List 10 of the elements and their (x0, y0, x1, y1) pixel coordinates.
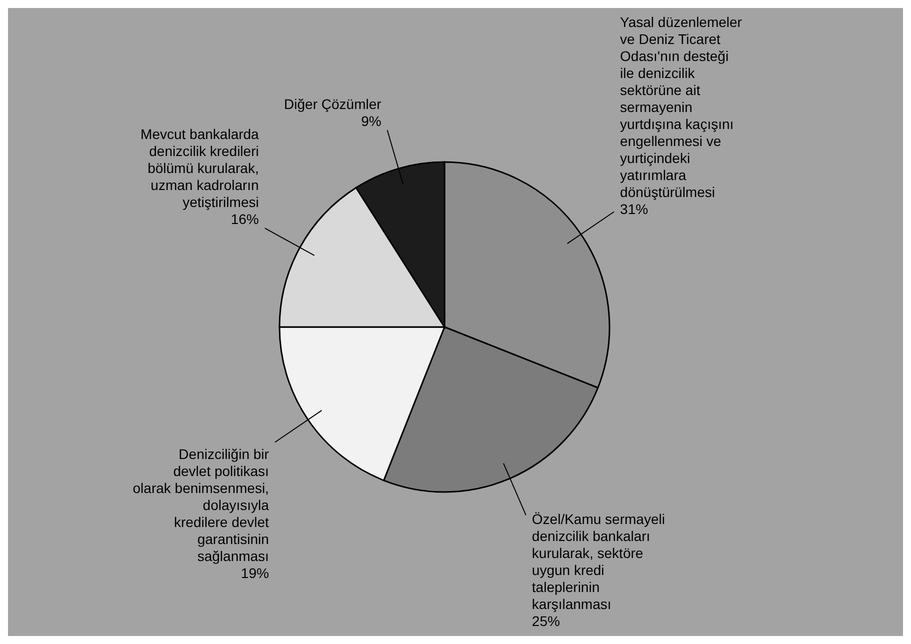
slice-label: Özel/Kamu sermayeli denizcilik bankaları kurularak, sektöre uygun kredi taleplerinin karşılanması (532, 511, 665, 612)
data-label: 25% (532, 613, 560, 629)
data-label: 31% (620, 201, 648, 217)
category-label: Yasal düzenlemeler ve Deniz Ticaret Odası'nın desteği ile denizcilik sektörüne ait sermayenin yurtdışına kaçışını engellenmesi ve yurtiçindeki yatırımlara dönüştürülmesi (620, 14, 742, 200)
slice-label: Denizciliğin bir devlet politikası olarak benimsenmesi, dolayısıyla kredilere devlet garantisinin sağlanması (132, 446, 270, 564)
data-label: 9% (361, 113, 382, 130)
data-label: 19% (240, 565, 269, 582)
slice-label: Diğer Çözümler (284, 96, 382, 112)
slice-label: Mevcut bankalarda denizcilik kredileri bölümü kurularak, uzman kadroların yetiştirilmesi (140, 126, 260, 210)
data-label: 16% (230, 211, 259, 228)
